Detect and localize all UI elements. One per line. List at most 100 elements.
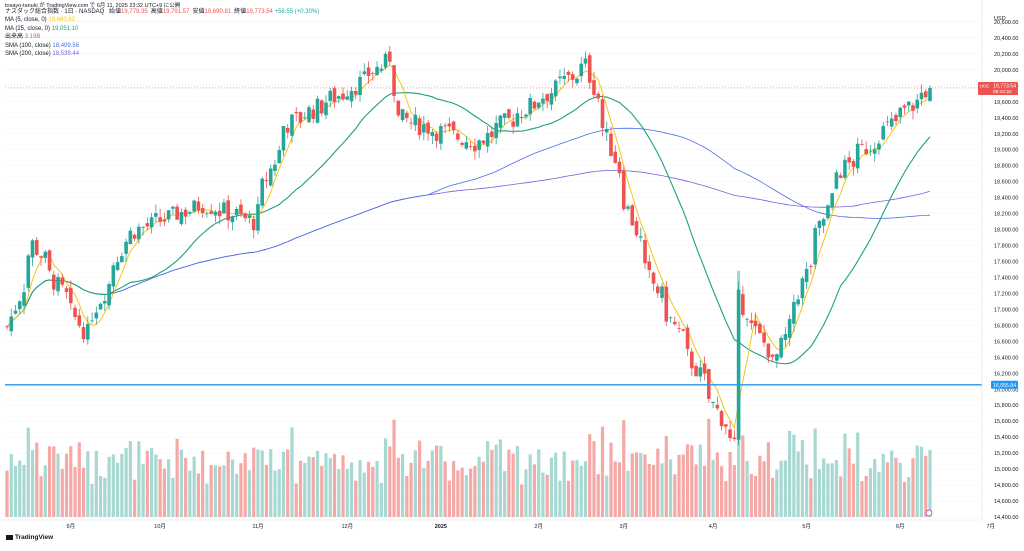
candle-body: [460, 142, 464, 145]
candle-body: [817, 221, 822, 229]
brand-text: TradingView: [15, 534, 54, 541]
volume-bar: [507, 449, 511, 517]
volume-bar: [609, 442, 613, 517]
candle-body: [273, 164, 277, 171]
candle-body: [124, 241, 128, 254]
volume-bar: [256, 449, 260, 517]
candle-body: [234, 208, 239, 215]
candle-body: [464, 142, 469, 149]
volume-bar: [681, 454, 685, 517]
candle-body: [417, 118, 422, 136]
volume-bar: [766, 442, 770, 517]
candle-body: [724, 424, 728, 427]
candle-body: [690, 351, 694, 369]
candle-body: [672, 321, 677, 325]
volume-bar: [741, 435, 745, 517]
price-tick-label: 19,400.00: [994, 116, 1018, 122]
candle-body: [830, 193, 834, 208]
ohlc-1: 高値19,791.57: [150, 9, 190, 15]
currency-label: USD: [994, 16, 1006, 22]
candle-body: [94, 312, 99, 319]
volume-bar: [379, 482, 383, 517]
candle-body: [392, 65, 396, 96]
volume-bar: [98, 475, 103, 517]
candle-body: [422, 124, 426, 133]
volume-bar: [90, 483, 94, 517]
volume-bar: [111, 454, 115, 517]
candle-body: [911, 105, 915, 111]
volume-bar: [481, 461, 485, 517]
candle-body: [281, 126, 286, 151]
price-tick-label: 16,600.00: [994, 339, 1018, 345]
volume-bar: [762, 461, 766, 517]
candle-body: [379, 68, 384, 71]
indicator-label: 出来高: [5, 34, 25, 41]
price-tick-label: 16,000.00: [994, 387, 1018, 393]
volume-bar: [592, 441, 596, 517]
horizontal-line[interactable]: [5, 87, 982, 386]
volume-bar: [498, 439, 503, 517]
candle-body: [775, 354, 779, 361]
volume-bar: [188, 470, 192, 517]
volume-bar: [779, 460, 783, 517]
candle-body: [370, 73, 375, 75]
volume-bar: [371, 466, 375, 517]
volume-bar: [430, 450, 434, 517]
indicator-3[interactable]: SMA (100, close) 18,409.56: [5, 42, 319, 50]
time-tick-label: 4月: [709, 523, 718, 530]
candle-body: [396, 100, 401, 116]
price-tick-label: 16,200.00: [994, 371, 1018, 377]
candle-body: [162, 219, 167, 222]
candle-body: [566, 71, 571, 75]
indicator-2[interactable]: 出来高 3.19B: [5, 33, 319, 41]
tradingview-logo[interactable]: TradingView: [6, 534, 53, 541]
volume-bar: [554, 452, 558, 517]
candle-body: [477, 140, 481, 151]
last-price-tag: [978, 81, 1018, 95]
volume-bar: [890, 450, 894, 517]
volume-bar: [396, 457, 400, 517]
sma100-line: [6, 127, 931, 328]
volume-bar: [881, 453, 885, 517]
candle-body: [141, 227, 145, 228]
volume-bar: [792, 434, 796, 517]
candle-body: [39, 256, 43, 258]
symbol-name[interactable]: ナスダック総合指数 · 1日 · NASDAQ: [5, 9, 105, 15]
indicator-0[interactable]: MA (5, close, 0) 19,680.62: [5, 16, 319, 24]
indicator-4[interactable]: SMA (200, close) 18,539.44: [5, 50, 319, 58]
candle-body: [609, 133, 613, 157]
candle-body: [630, 205, 635, 226]
candle-body: [915, 99, 920, 109]
time-axis[interactable]: 9月 10月 11月 12月 2025 2月 3月 4月 5月 6月 7月: [0, 509, 995, 530]
volume-bar: [898, 462, 902, 517]
candle-body: [115, 262, 120, 271]
volume-bar: [634, 452, 639, 517]
candle-body: [494, 123, 498, 139]
time-tick-label: 5月: [802, 523, 811, 530]
volume-bar: [277, 469, 281, 517]
candle-body: [485, 132, 490, 147]
candle-body: [698, 367, 703, 377]
candle-body: [490, 131, 494, 138]
indicator-value: 19,680.62: [48, 17, 76, 24]
candle-body: [473, 145, 477, 152]
volume-bar: [315, 450, 320, 517]
volume-bar: [647, 463, 651, 517]
candle-body: [26, 255, 31, 288]
volume-bar: [600, 426, 605, 517]
volume-bar: [724, 481, 728, 517]
volume-bar: [273, 470, 277, 517]
volume-bar: [43, 465, 47, 517]
volume-bar: [728, 452, 732, 517]
price-tick-label: 20,200.00: [994, 52, 1018, 58]
candle-body: [821, 219, 826, 226]
volume-bar: [664, 435, 668, 517]
candle-body: [311, 109, 316, 119]
volume-bar: [830, 463, 834, 517]
volume-bar: [452, 461, 456, 517]
volume-bar: [549, 457, 554, 517]
indicator-1[interactable]: MA (25, close, 0) 19,051.10: [5, 25, 319, 33]
